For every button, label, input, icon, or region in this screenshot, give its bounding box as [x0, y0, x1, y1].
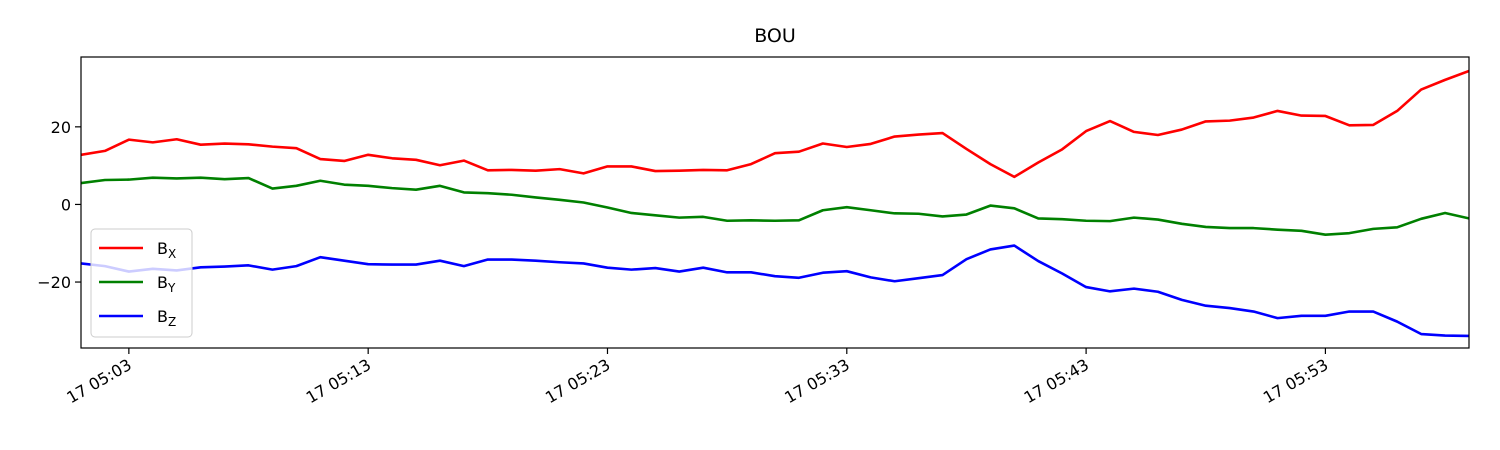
y-tick-label: 0 — [61, 195, 71, 214]
plot-area — [81, 69, 1469, 338]
y-tick-label: −20 — [37, 273, 71, 292]
legend-label-z: BZ — [157, 307, 176, 329]
chart-title: BOU — [754, 25, 796, 47]
y-tick-label: 20 — [51, 118, 71, 137]
series-line-y — [81, 176, 1469, 236]
axes-frame — [80, 56, 1470, 349]
series-line-z — [81, 244, 1469, 338]
legend: BX BY BZ — [90, 228, 193, 338]
legend-label-x: BX — [157, 239, 176, 261]
legend-label-y: BY — [157, 273, 176, 295]
series-line-x — [81, 69, 1469, 179]
y-axis: −20 0 20 — [37, 118, 81, 292]
